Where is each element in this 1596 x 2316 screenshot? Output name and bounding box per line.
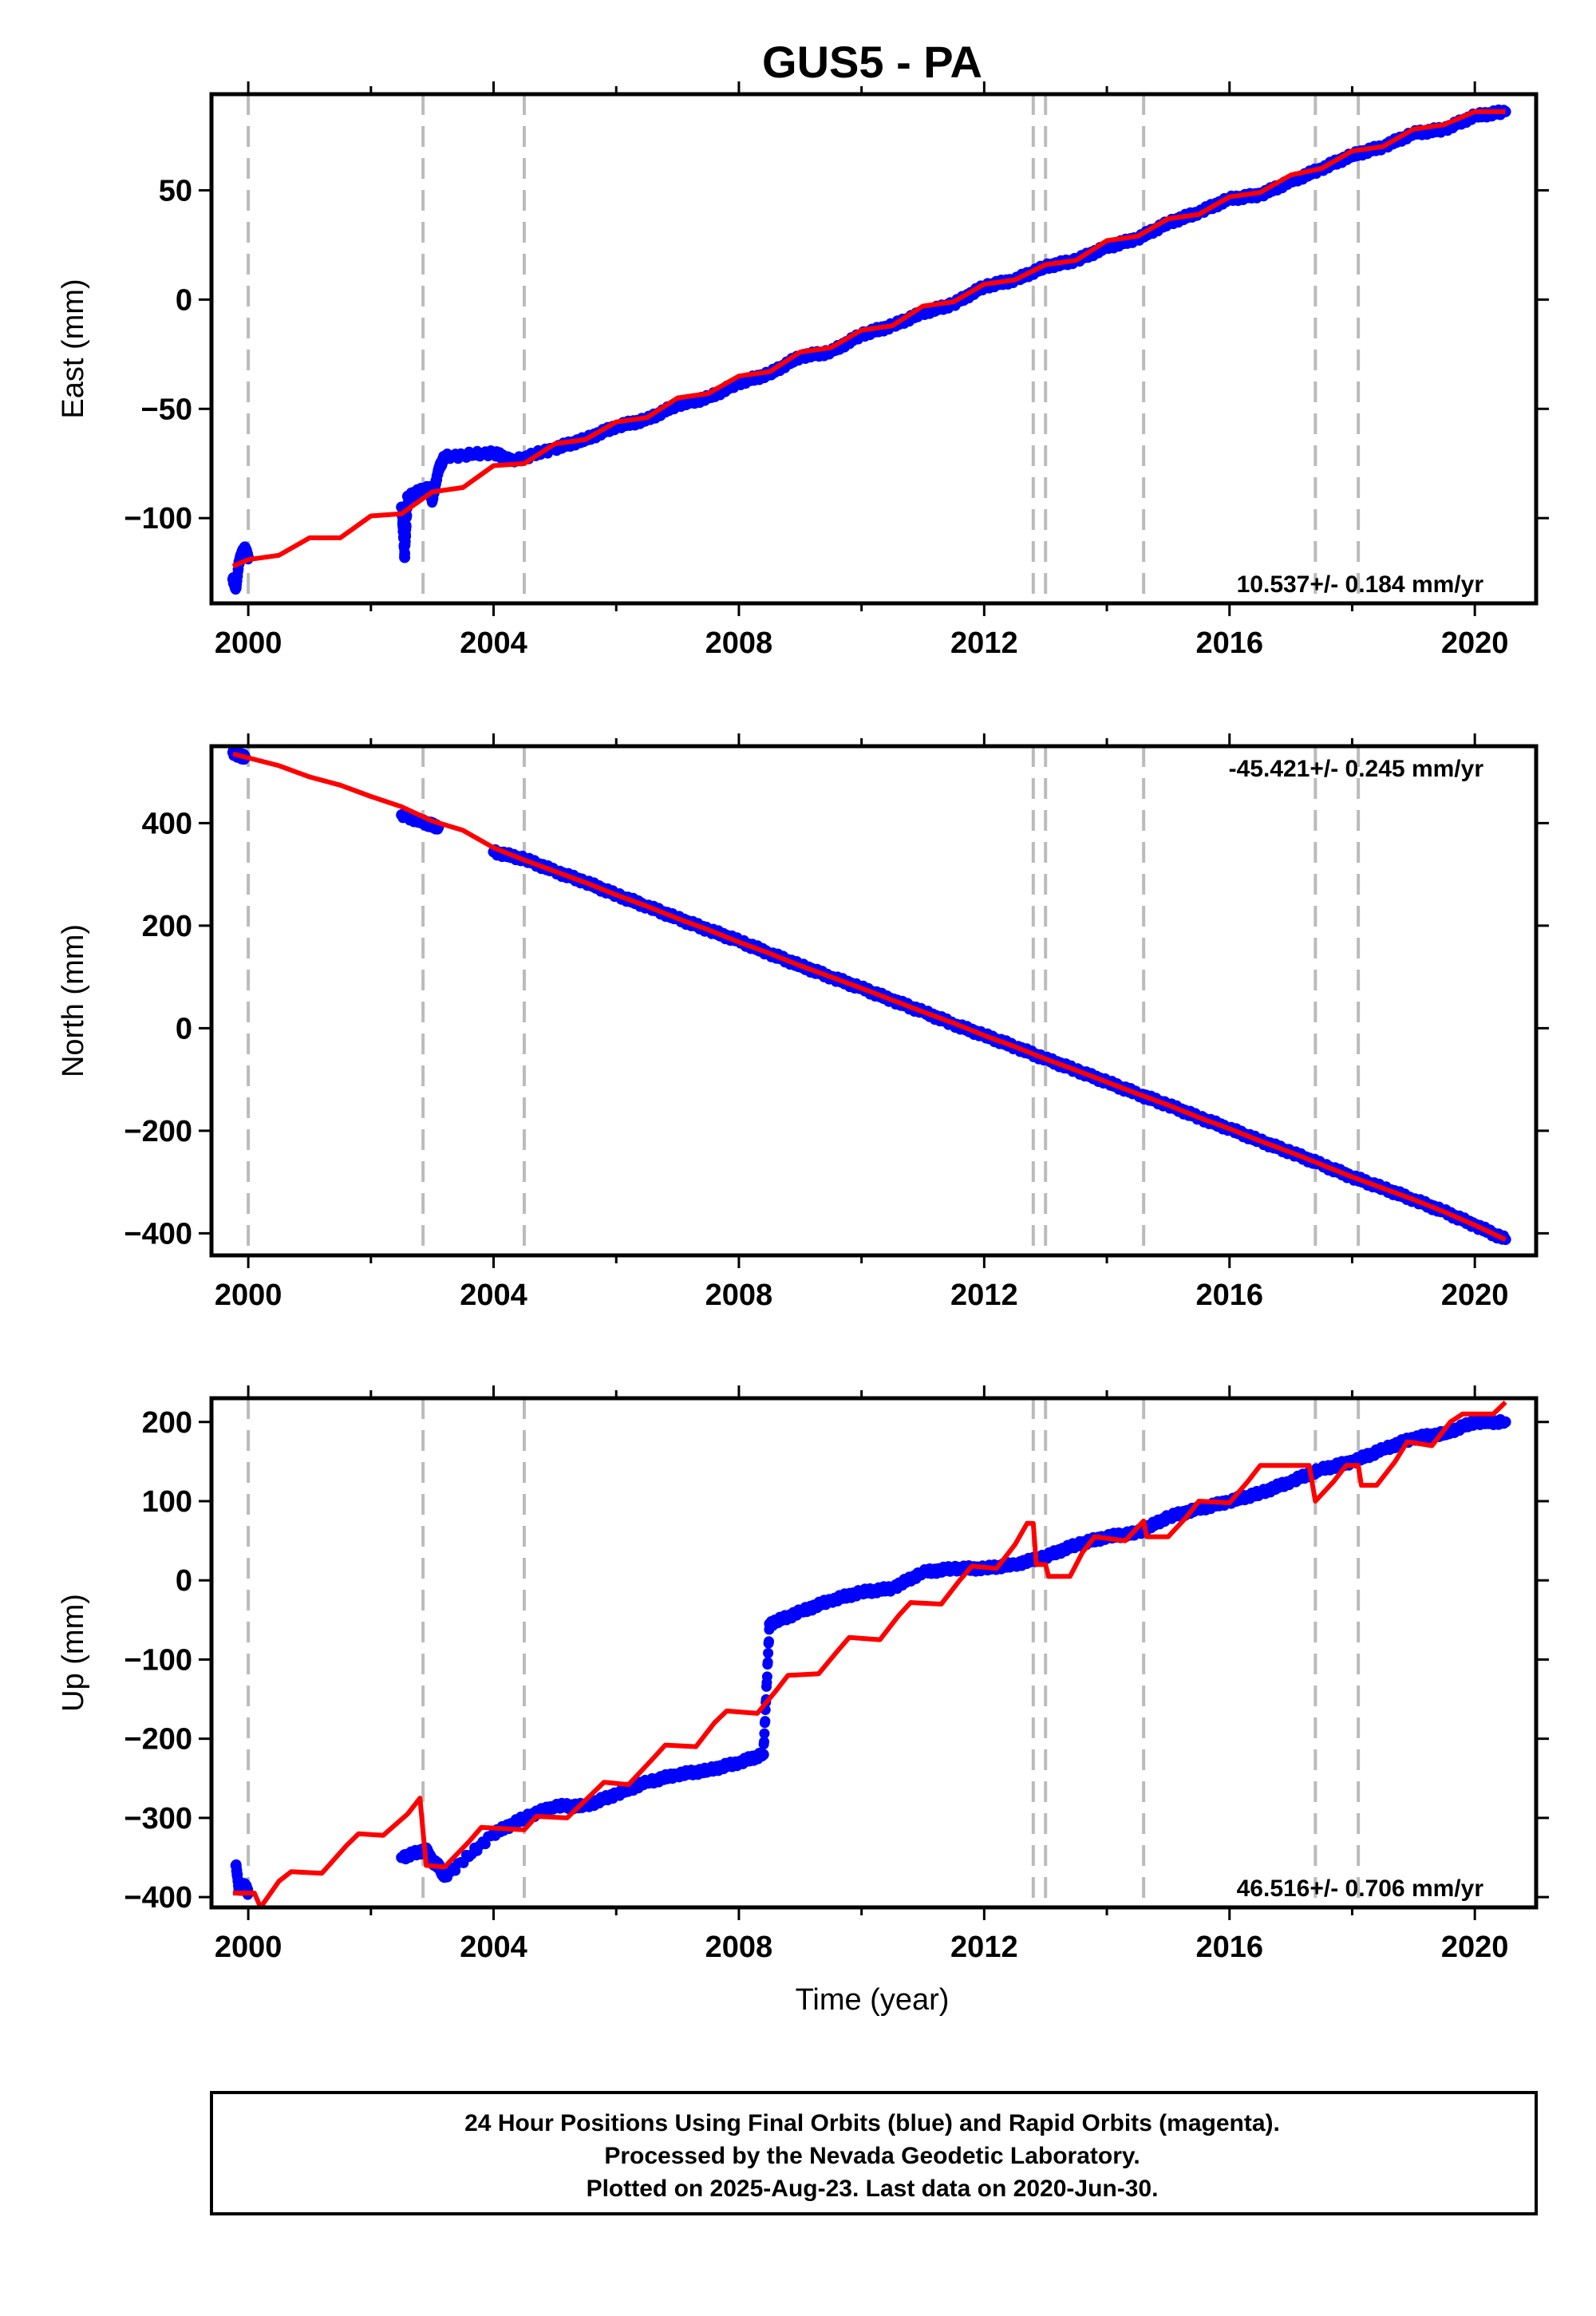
data-point bbox=[763, 1647, 774, 1658]
x-tick-label: 2012 bbox=[950, 1279, 1018, 1312]
y-tick-label: −100 bbox=[124, 1643, 192, 1677]
y-tick-label: 400 bbox=[142, 807, 192, 840]
y-tick-label: −50 bbox=[141, 393, 192, 426]
panel-frame bbox=[209, 1396, 1539, 1910]
y-tick-label: −400 bbox=[124, 1881, 192, 1915]
data-point bbox=[760, 1716, 771, 1727]
x-tick-label: 2004 bbox=[460, 1279, 527, 1312]
y-tick-label: −100 bbox=[124, 502, 192, 536]
y-tick-label: 50 bbox=[159, 174, 192, 207]
rate-label: 10.537+/- 0.184 mm/yr bbox=[1237, 571, 1484, 598]
y-axis-label: East (mm) bbox=[57, 279, 90, 418]
y-tick-label: −400 bbox=[124, 1217, 192, 1251]
y-tick-label: 200 bbox=[142, 910, 192, 943]
data-point bbox=[759, 1728, 770, 1739]
footer-box bbox=[210, 2091, 1538, 2215]
panel-frame bbox=[209, 744, 1539, 1258]
x-tick-label: 2016 bbox=[1195, 1279, 1263, 1312]
x-tick-label: 2000 bbox=[215, 626, 282, 660]
x-tick-label: 2008 bbox=[705, 1931, 773, 1964]
x-tick-label: 2008 bbox=[705, 1279, 773, 1312]
y-tick-label: 0 bbox=[176, 283, 192, 317]
x-tick-label: 2020 bbox=[1441, 1931, 1509, 1964]
footer-line-2: Processed by the Nevada Geodetic Laborat… bbox=[604, 2143, 1140, 2169]
panel-frame bbox=[209, 92, 1539, 606]
footer-line-1: 24 Hour Positions Using Final Orbits (bl… bbox=[464, 2110, 1280, 2136]
x-tick-label: 2008 bbox=[705, 626, 773, 660]
y-tick-label: −300 bbox=[124, 1802, 192, 1836]
x-tick-label: 2004 bbox=[460, 1931, 527, 1964]
data-point bbox=[401, 521, 412, 532]
panel-1: −100 −50 0 50 2000 2004 2008 2012 2016 2020 East (… bbox=[57, 81, 1549, 660]
x-tick-label: 2000 bbox=[215, 1931, 282, 1964]
rate-label: 46.516+/- 0.706 mm/yr bbox=[1237, 1875, 1484, 1902]
x-tick-label: 2000 bbox=[215, 1279, 282, 1312]
plot-area bbox=[227, 94, 1511, 603]
y-tick-label: −200 bbox=[124, 1723, 192, 1757]
data-point bbox=[764, 1636, 774, 1647]
model-line bbox=[231, 109, 1506, 569]
x-axis-label: Time (year) bbox=[796, 1983, 950, 2017]
rate-label: -45.421+/- 0.245 mm/yr bbox=[1229, 756, 1484, 782]
model-line bbox=[232, 1400, 1507, 1907]
data-point bbox=[1498, 1418, 1509, 1429]
x-tick-label: 2012 bbox=[950, 626, 1018, 660]
footer-line-3: Plotted on 2025-Aug-23. Last data on 202… bbox=[587, 2176, 1159, 2202]
data-point bbox=[757, 1751, 768, 1762]
y-tick-label: 100 bbox=[142, 1485, 192, 1519]
x-tick-label: 2020 bbox=[1441, 626, 1509, 660]
chart-title: GUS5 - PA bbox=[762, 37, 982, 87]
x-tick-label: 2020 bbox=[1441, 1279, 1509, 1312]
y-tick-label: 0 bbox=[176, 1564, 192, 1598]
plot-area bbox=[227, 746, 1511, 1255]
y-tick-label: 0 bbox=[176, 1012, 192, 1045]
model-line bbox=[232, 751, 1507, 1242]
plot-area bbox=[230, 1398, 1511, 1907]
x-tick-label: 2004 bbox=[460, 626, 527, 660]
panel-3: −400 −300 −200 −100 0 100 200 2000 2004 2008 2012 2… bbox=[57, 1385, 1549, 1964]
data-point bbox=[433, 824, 443, 835]
data-point bbox=[759, 1737, 769, 1747]
panel-2: −400 −200 0 200 400 2000 2004 2008 2012 2016 2020 N… bbox=[57, 733, 1549, 1312]
x-tick-label: 2016 bbox=[1195, 626, 1263, 660]
y-axis-label: North (mm) bbox=[57, 924, 90, 1077]
x-tick-label: 2016 bbox=[1195, 1931, 1263, 1964]
x-tick-label: 2012 bbox=[950, 1931, 1018, 1964]
data-point bbox=[400, 547, 410, 559]
data-point bbox=[762, 1657, 773, 1668]
y-axis-label: Up (mm) bbox=[57, 1594, 90, 1712]
y-tick-label: 200 bbox=[142, 1406, 192, 1440]
y-tick-label: −200 bbox=[124, 1115, 192, 1148]
data-point bbox=[761, 1671, 772, 1682]
